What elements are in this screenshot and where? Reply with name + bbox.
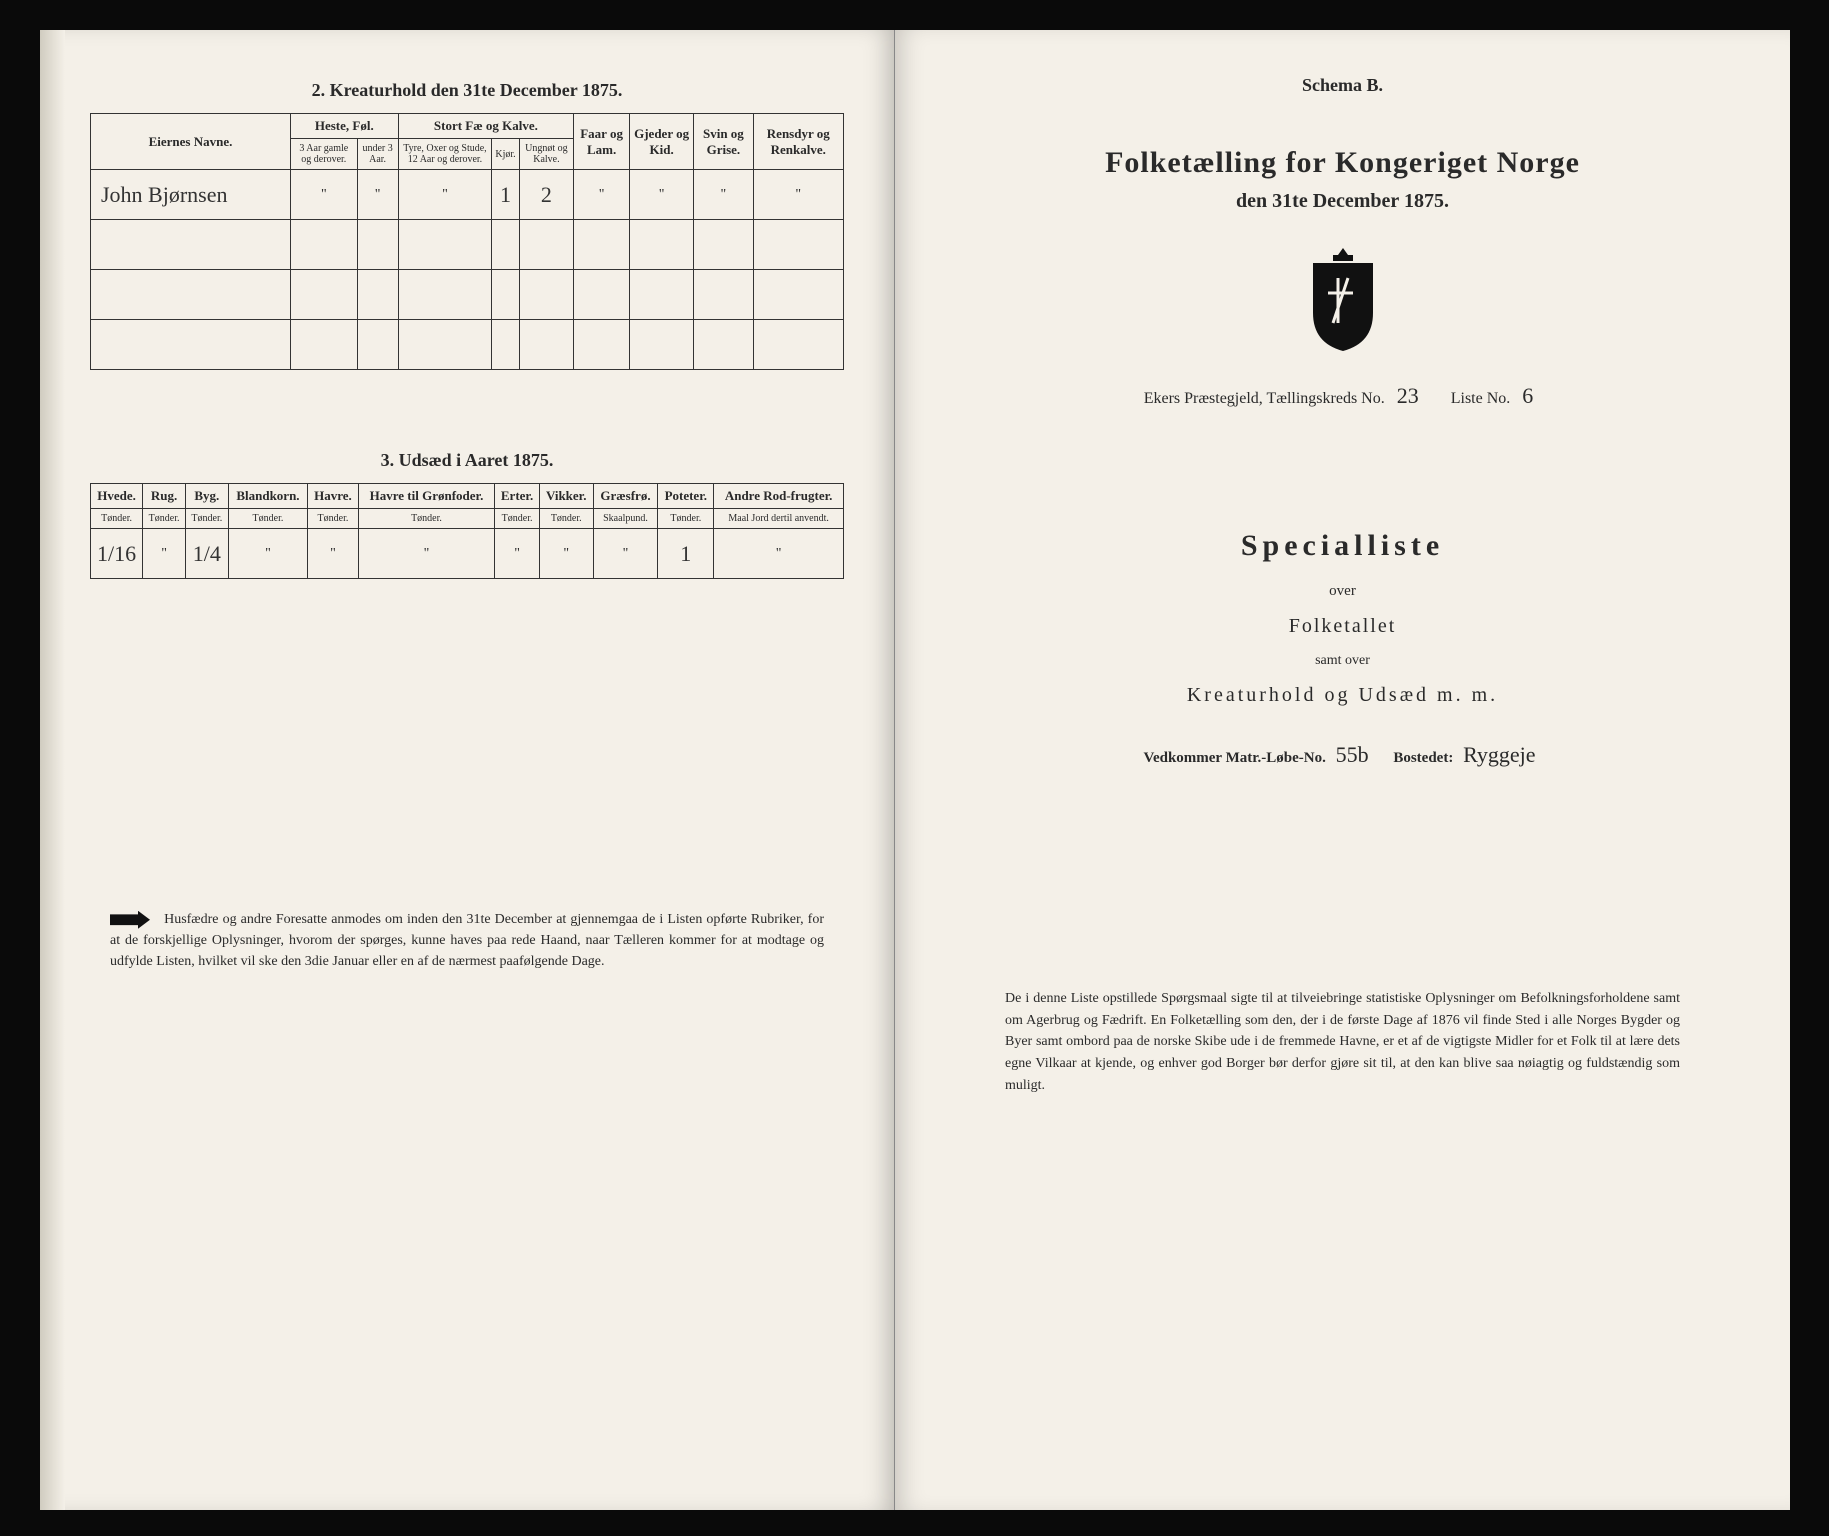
col-havre-gron: Havre til Grønfoder.: [358, 484, 495, 509]
cell: ": [753, 170, 843, 220]
right-page: Schema B. Folketælling for Kongeriget No…: [895, 30, 1790, 1510]
parish-line: Ekers Præstegjeld, Tællingskreds No. 23 …: [945, 383, 1740, 409]
cell: ": [593, 529, 658, 579]
section3-title: 3. Udsæd i Aaret 1875.: [90, 450, 844, 471]
cell: ": [574, 170, 630, 220]
col-andre: Andre Rod-frugter.: [714, 484, 844, 509]
samt-label: samt over: [945, 653, 1740, 669]
cell: ": [228, 529, 307, 579]
col-stort: Stort Fæ og Kalve.: [398, 114, 574, 139]
unit: Maal Jord dertil anvendt.: [714, 509, 844, 529]
col-vikker: Vikker.: [539, 484, 593, 509]
cell: 1: [658, 529, 714, 579]
matr-number: 55b: [1330, 742, 1375, 767]
udsaed-table: Hvede. Rug. Byg. Blandkorn. Havre. Havre…: [90, 483, 844, 579]
liste-number: 6: [1514, 383, 1541, 408]
left-page: 2. Kreaturhold den 31te December 1875. E…: [40, 30, 895, 1510]
col-rensdyr: Rensdyr og Renkalve.: [753, 114, 843, 170]
table-row: 1/16 " 1/4 " " " " " " 1 ": [91, 529, 844, 579]
matr-line: Vedkommer Matr.-Løbe-No. 55b Bostedet: R…: [945, 742, 1740, 768]
cell: 1: [492, 170, 519, 220]
section2-title: 2. Kreaturhold den 31te December 1875.: [90, 80, 844, 101]
footnote-block: Husfædre og andre Foresatte anmodes om i…: [90, 909, 844, 972]
col-heste-1: 3 Aar gamle og derover.: [291, 139, 358, 170]
cell: ": [398, 170, 492, 220]
bostedet-label: Bostedet:: [1393, 750, 1453, 766]
table-row: John Bjørnsen " " " 1 2 " " " ": [91, 170, 844, 220]
col-heste-2: under 3 Aar.: [357, 139, 398, 170]
census-title: Folketælling for Kongeriget Norge: [945, 146, 1740, 180]
unit: Tønder.: [495, 509, 540, 529]
folketallet-label: Folketallet: [945, 615, 1740, 638]
coat-of-arms-icon: [1298, 243, 1388, 353]
col-faar: Faar og Lam.: [574, 114, 630, 170]
col-svin: Svin og Grise.: [694, 114, 753, 170]
schema-label: Schema B.: [945, 75, 1740, 96]
kreaturhold-label: Kreaturhold og Udsæd m. m.: [945, 684, 1740, 707]
cell: ": [539, 529, 593, 579]
cell: ": [308, 529, 359, 579]
col-havre: Havre.: [308, 484, 359, 509]
unit: Tønder.: [658, 509, 714, 529]
cell: 1/16: [91, 529, 143, 579]
cell: ": [357, 170, 398, 220]
specialliste-heading: Specialliste: [945, 529, 1740, 563]
cell: ": [694, 170, 753, 220]
footnote-text: Husfædre og andre Foresatte anmodes om i…: [110, 912, 824, 969]
cell: ": [714, 529, 844, 579]
liste-label: Liste No.: [1451, 390, 1511, 407]
table-row: [91, 220, 844, 270]
col-hvede: Hvede.: [91, 484, 143, 509]
book-spread: 2. Kreaturhold den 31te December 1875. E…: [40, 30, 1790, 1510]
col-blandkorn: Blandkorn.: [228, 484, 307, 509]
cell: ": [291, 170, 358, 220]
unit: Tønder.: [539, 509, 593, 529]
census-date: den 31te December 1875.: [945, 190, 1740, 213]
unit: Tønder.: [143, 509, 186, 529]
col-rug: Rug.: [143, 484, 186, 509]
col-heste: Heste, Føl.: [291, 114, 399, 139]
unit: Skaalpund.: [593, 509, 658, 529]
over-label: over: [945, 583, 1740, 600]
page-edge: [40, 30, 65, 1510]
cell: 1/4: [185, 529, 228, 579]
parish-label: Ekers Præstegjeld, Tællingskreds No.: [1144, 390, 1385, 407]
unit: Tønder.: [228, 509, 307, 529]
unit: Tønder.: [185, 509, 228, 529]
col-erter: Erter.: [495, 484, 540, 509]
col-byg: Byg.: [185, 484, 228, 509]
table-row: [91, 270, 844, 320]
col-poteter: Poteter.: [658, 484, 714, 509]
bostedet-value: Ryggeje: [1457, 742, 1541, 767]
col-stort-1: Tyre, Oxer og Stude, 12 Aar og derover.: [398, 139, 492, 170]
col-stort-2: Kjør.: [492, 139, 519, 170]
kreds-number: 23: [1389, 383, 1427, 408]
cell: 2: [519, 170, 574, 220]
cell: ": [358, 529, 495, 579]
col-gjeder: Gjeder og Kid.: [629, 114, 693, 170]
table-row: [91, 320, 844, 370]
col-graesfro: Græsfrø.: [593, 484, 658, 509]
cell: ": [629, 170, 693, 220]
owner-name: John Bjørnsen: [91, 170, 291, 220]
pointing-hand-icon: [110, 911, 150, 929]
col-stort-3: Ungnøt og Kalve.: [519, 139, 574, 170]
unit: Tønder.: [308, 509, 359, 529]
cell: ": [495, 529, 540, 579]
matr-label: Vedkommer Matr.-Løbe-No.: [1143, 750, 1325, 766]
col-eiernes: Eiernes Navne.: [91, 114, 291, 170]
unit: Tønder.: [91, 509, 143, 529]
right-footnote: De i denne Liste opstillede Spørgsmaal s…: [1005, 988, 1680, 1096]
unit: Tønder.: [358, 509, 495, 529]
kreaturhold-table: Eiernes Navne. Heste, Føl. Stort Fæ og K…: [90, 113, 844, 370]
cell: ": [143, 529, 186, 579]
